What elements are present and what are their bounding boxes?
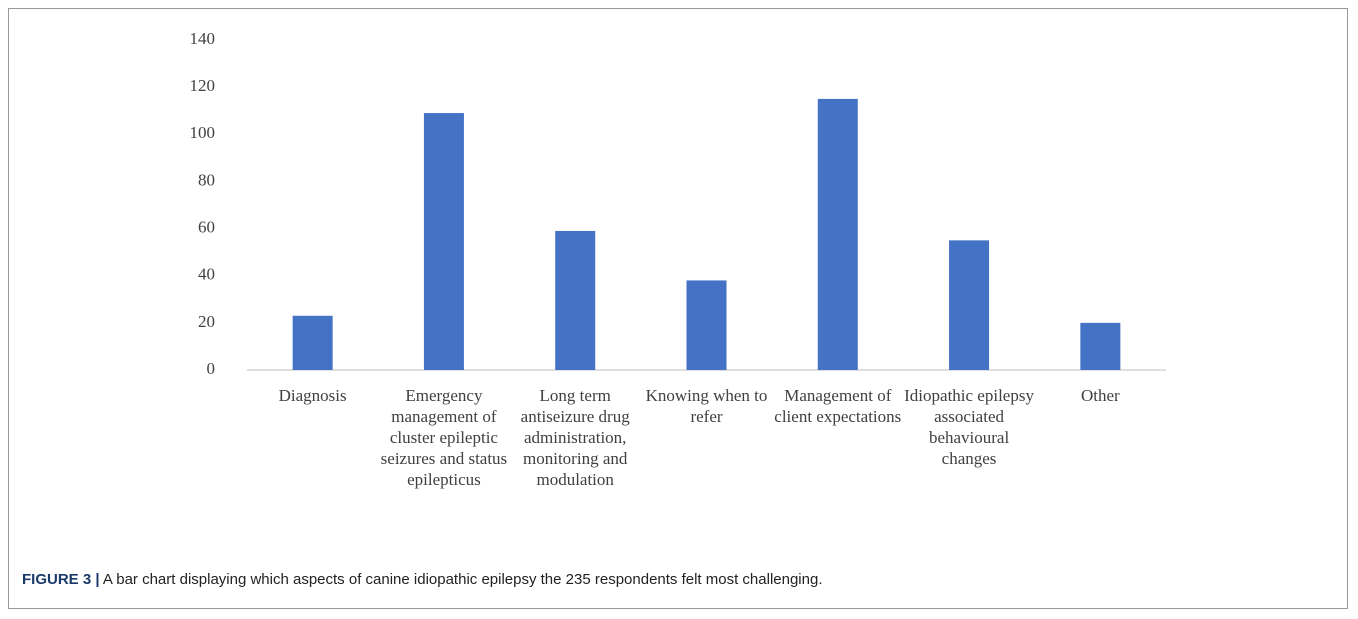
bar — [686, 280, 727, 370]
bar — [949, 240, 990, 370]
figure-frame — [8, 8, 1348, 609]
x-tick-label: Diagnosis — [278, 386, 347, 405]
x-tick-label: Long term antiseizure drug administratio… — [520, 386, 630, 489]
caption: FIGURE 3 | A bar chart displaying which … — [22, 571, 823, 588]
y-tick-label: 100 — [190, 123, 216, 142]
x-tick-label: Other — [1080, 386, 1120, 405]
caption-text: A bar chart displaying which aspects of … — [102, 571, 823, 588]
y-tick-label: 40 — [198, 265, 215, 284]
bar — [555, 230, 596, 370]
caption-label: FIGURE 3 | — [22, 571, 100, 588]
x-tick-label: Idiopathic epilepsy associated behaviour… — [904, 386, 1034, 468]
bar — [1080, 322, 1121, 370]
x-tick-label: Management of client expectations — [774, 386, 902, 426]
bar — [423, 113, 464, 371]
x-tick-label: Knowing when to refer — [645, 386, 768, 426]
bar — [292, 315, 333, 370]
y-tick-label: 140 — [190, 29, 216, 48]
y-tick-label: 60 — [198, 217, 215, 236]
x-tick-label: Emergency management of cluster epilepti… — [380, 386, 508, 489]
y-tick-label: 0 — [207, 359, 216, 378]
bar — [817, 98, 858, 370]
y-tick-label: 120 — [190, 76, 216, 95]
y-tick-label: 20 — [198, 312, 215, 331]
y-tick-label: 80 — [198, 170, 215, 189]
